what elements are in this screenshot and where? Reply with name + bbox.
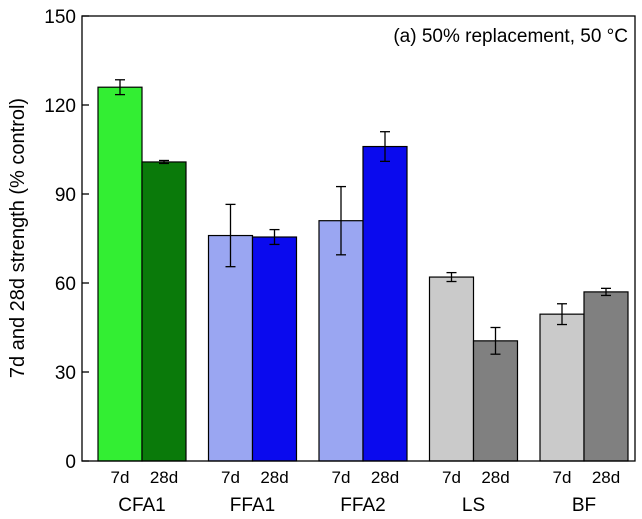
x-sublabel-28d: 28d	[481, 468, 509, 487]
x-sublabel-7d: 7d	[111, 468, 130, 487]
x-sublabel-7d: 7d	[553, 468, 572, 487]
x-sublabel-7d: 7d	[442, 468, 461, 487]
x-sublabel-28d: 28d	[592, 468, 620, 487]
chart-annotation: (a) 50% replacement, 50 °C	[393, 26, 628, 47]
bar-cfa1-28d	[141, 161, 187, 462]
bar-ffa2-28d	[362, 145, 408, 462]
bar-cfa1-7d	[97, 86, 143, 462]
x-sublabel-28d: 28d	[371, 468, 399, 487]
y-tick-label: 30	[55, 363, 76, 384]
x-sublabel-28d: 28d	[150, 468, 178, 487]
y-axis-ticks: 0 30 60 90 120 150	[44, 7, 89, 473]
bar-ffa1-7d	[207, 234, 254, 462]
x-axis-categories: CFA1 FFA1 FFA2 LS BF	[118, 495, 596, 516]
bar-ffa2-7d	[318, 220, 364, 462]
plot-frame	[81, 15, 636, 462]
error-bars-group	[115, 79, 611, 355]
y-tick-label: 120	[44, 96, 76, 117]
bar-bf-7d	[539, 313, 585, 462]
x-axis-sublabels: 7d 28d 7d 28d 7d 28d 7d 28d 7d 28d	[111, 468, 621, 487]
y-tick-label: 60	[55, 274, 76, 295]
x-sublabel-7d: 7d	[332, 468, 351, 487]
x-category-label: LS	[462, 495, 485, 516]
bars-group	[97, 86, 629, 462]
x-sublabel-28d: 28d	[260, 468, 288, 487]
x-category-label: FFA2	[340, 495, 385, 516]
y-tick-label: 90	[55, 185, 76, 206]
x-sublabel-7d: 7d	[221, 468, 240, 487]
y-tick-label: 0	[65, 452, 76, 473]
bar-bf-28d	[583, 291, 629, 462]
x-category-label: CFA1	[118, 495, 166, 516]
y-axis-title: 7d and 28d strength (% control)	[7, 98, 29, 378]
x-category-label: BF	[572, 495, 596, 516]
y-tick-label: 150	[44, 7, 76, 28]
x-category-label: FFA1	[230, 495, 275, 516]
bar-ffa1-28d	[251, 236, 298, 462]
bar-ls-7d	[428, 276, 475, 462]
bar-ls-28d	[472, 340, 519, 462]
